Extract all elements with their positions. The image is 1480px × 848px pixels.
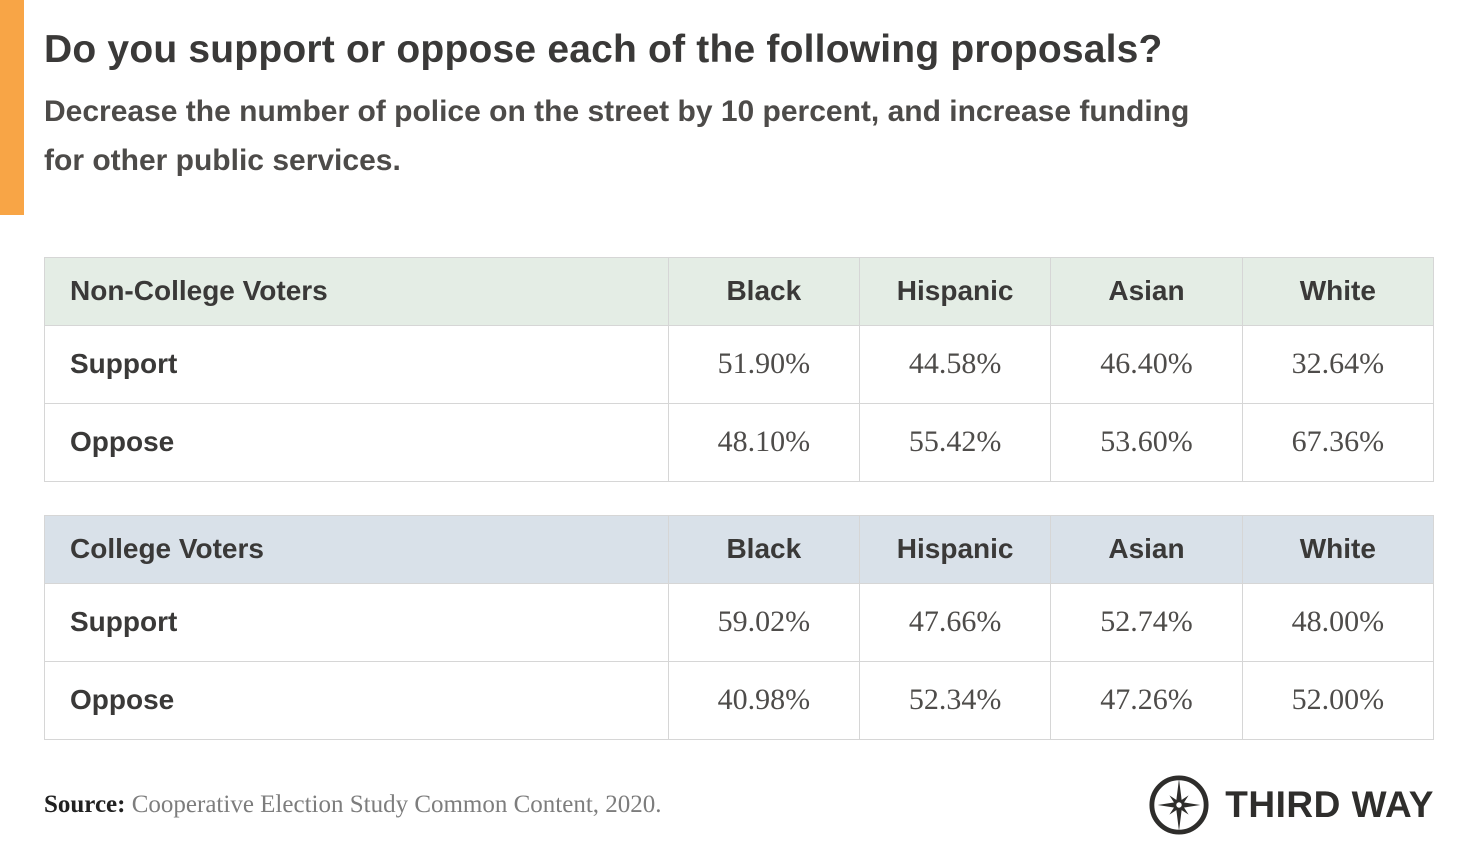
footer: Source: Cooperative Election Study Commo… [44, 774, 1434, 836]
table-row-oppose: Oppose 40.98% 52.34% 47.26% 52.00% [44, 660, 1435, 740]
cell-value: 59.02% [667, 582, 860, 662]
column-header-black: Black [667, 514, 860, 584]
logo-wordmark: THIRD WAY [1225, 783, 1434, 825]
cell-value: 53.60% [1050, 402, 1243, 482]
cell-value: 52.00% [1241, 660, 1435, 740]
cell-value: 67.36% [1241, 402, 1435, 482]
cell-value: 46.40% [1050, 324, 1243, 404]
column-header-asian: Asian [1050, 256, 1243, 326]
page-subtitle: Decrease the number of police on the str… [44, 87, 1434, 185]
header: Do you support or oppose each of the fol… [44, 0, 1434, 185]
cell-value: 47.66% [858, 582, 1052, 662]
row-label-oppose: Oppose [44, 660, 669, 740]
table-row-support: Support 59.02% 47.66% 52.74% 48.00% [44, 582, 1435, 662]
third-way-logo: THIRD WAY [1148, 774, 1434, 836]
source-note: Source: Cooperative Election Study Commo… [44, 791, 662, 819]
source-label: Source: [44, 790, 126, 818]
accent-bar [0, 0, 24, 215]
column-header-white: White [1241, 256, 1435, 326]
cell-value: 48.10% [667, 402, 860, 482]
non-college-voters-table: Non-College Voters Black Hispanic Asian … [44, 256, 1435, 482]
table-title-non-college: Non-College Voters [44, 256, 669, 326]
table-row-oppose: Oppose 48.10% 55.42% 53.60% 67.36% [44, 402, 1435, 482]
table-row-support: Support 51.90% 44.58% 46.40% 32.64% [44, 324, 1435, 404]
college-voters-table: College Voters Black Hispanic Asian Whit… [44, 514, 1435, 740]
column-header-white: White [1241, 514, 1435, 584]
row-label-support: Support [44, 582, 669, 662]
table-header-row: College Voters Black Hispanic Asian Whit… [44, 514, 1435, 584]
cell-value: 32.64% [1241, 324, 1435, 404]
table-title-college: College Voters [44, 514, 669, 584]
cell-value: 55.42% [858, 402, 1052, 482]
column-header-black: Black [667, 256, 860, 326]
cell-value: 51.90% [667, 324, 860, 404]
column-header-hispanic: Hispanic [858, 256, 1052, 326]
table-header-row: Non-College Voters Black Hispanic Asian … [44, 256, 1435, 326]
cell-value: 52.74% [1050, 582, 1243, 662]
cell-value: 44.58% [858, 324, 1052, 404]
column-header-hispanic: Hispanic [858, 514, 1052, 584]
source-text: Cooperative Election Study Common Conten… [125, 790, 662, 818]
cell-value: 52.34% [858, 660, 1052, 740]
subtitle-line-2: for other public services. [44, 143, 401, 177]
subtitle-line-1: Decrease the number of police on the str… [44, 94, 1190, 128]
cell-value: 48.00% [1241, 582, 1435, 662]
compass-icon [1149, 775, 1209, 835]
page-title: Do you support or oppose each of the fol… [44, 28, 1163, 71]
row-label-oppose: Oppose [44, 402, 669, 482]
column-header-asian: Asian [1050, 514, 1243, 584]
cell-value: 40.98% [667, 660, 860, 740]
row-label-support: Support [44, 324, 669, 404]
cell-value: 47.26% [1050, 660, 1243, 740]
